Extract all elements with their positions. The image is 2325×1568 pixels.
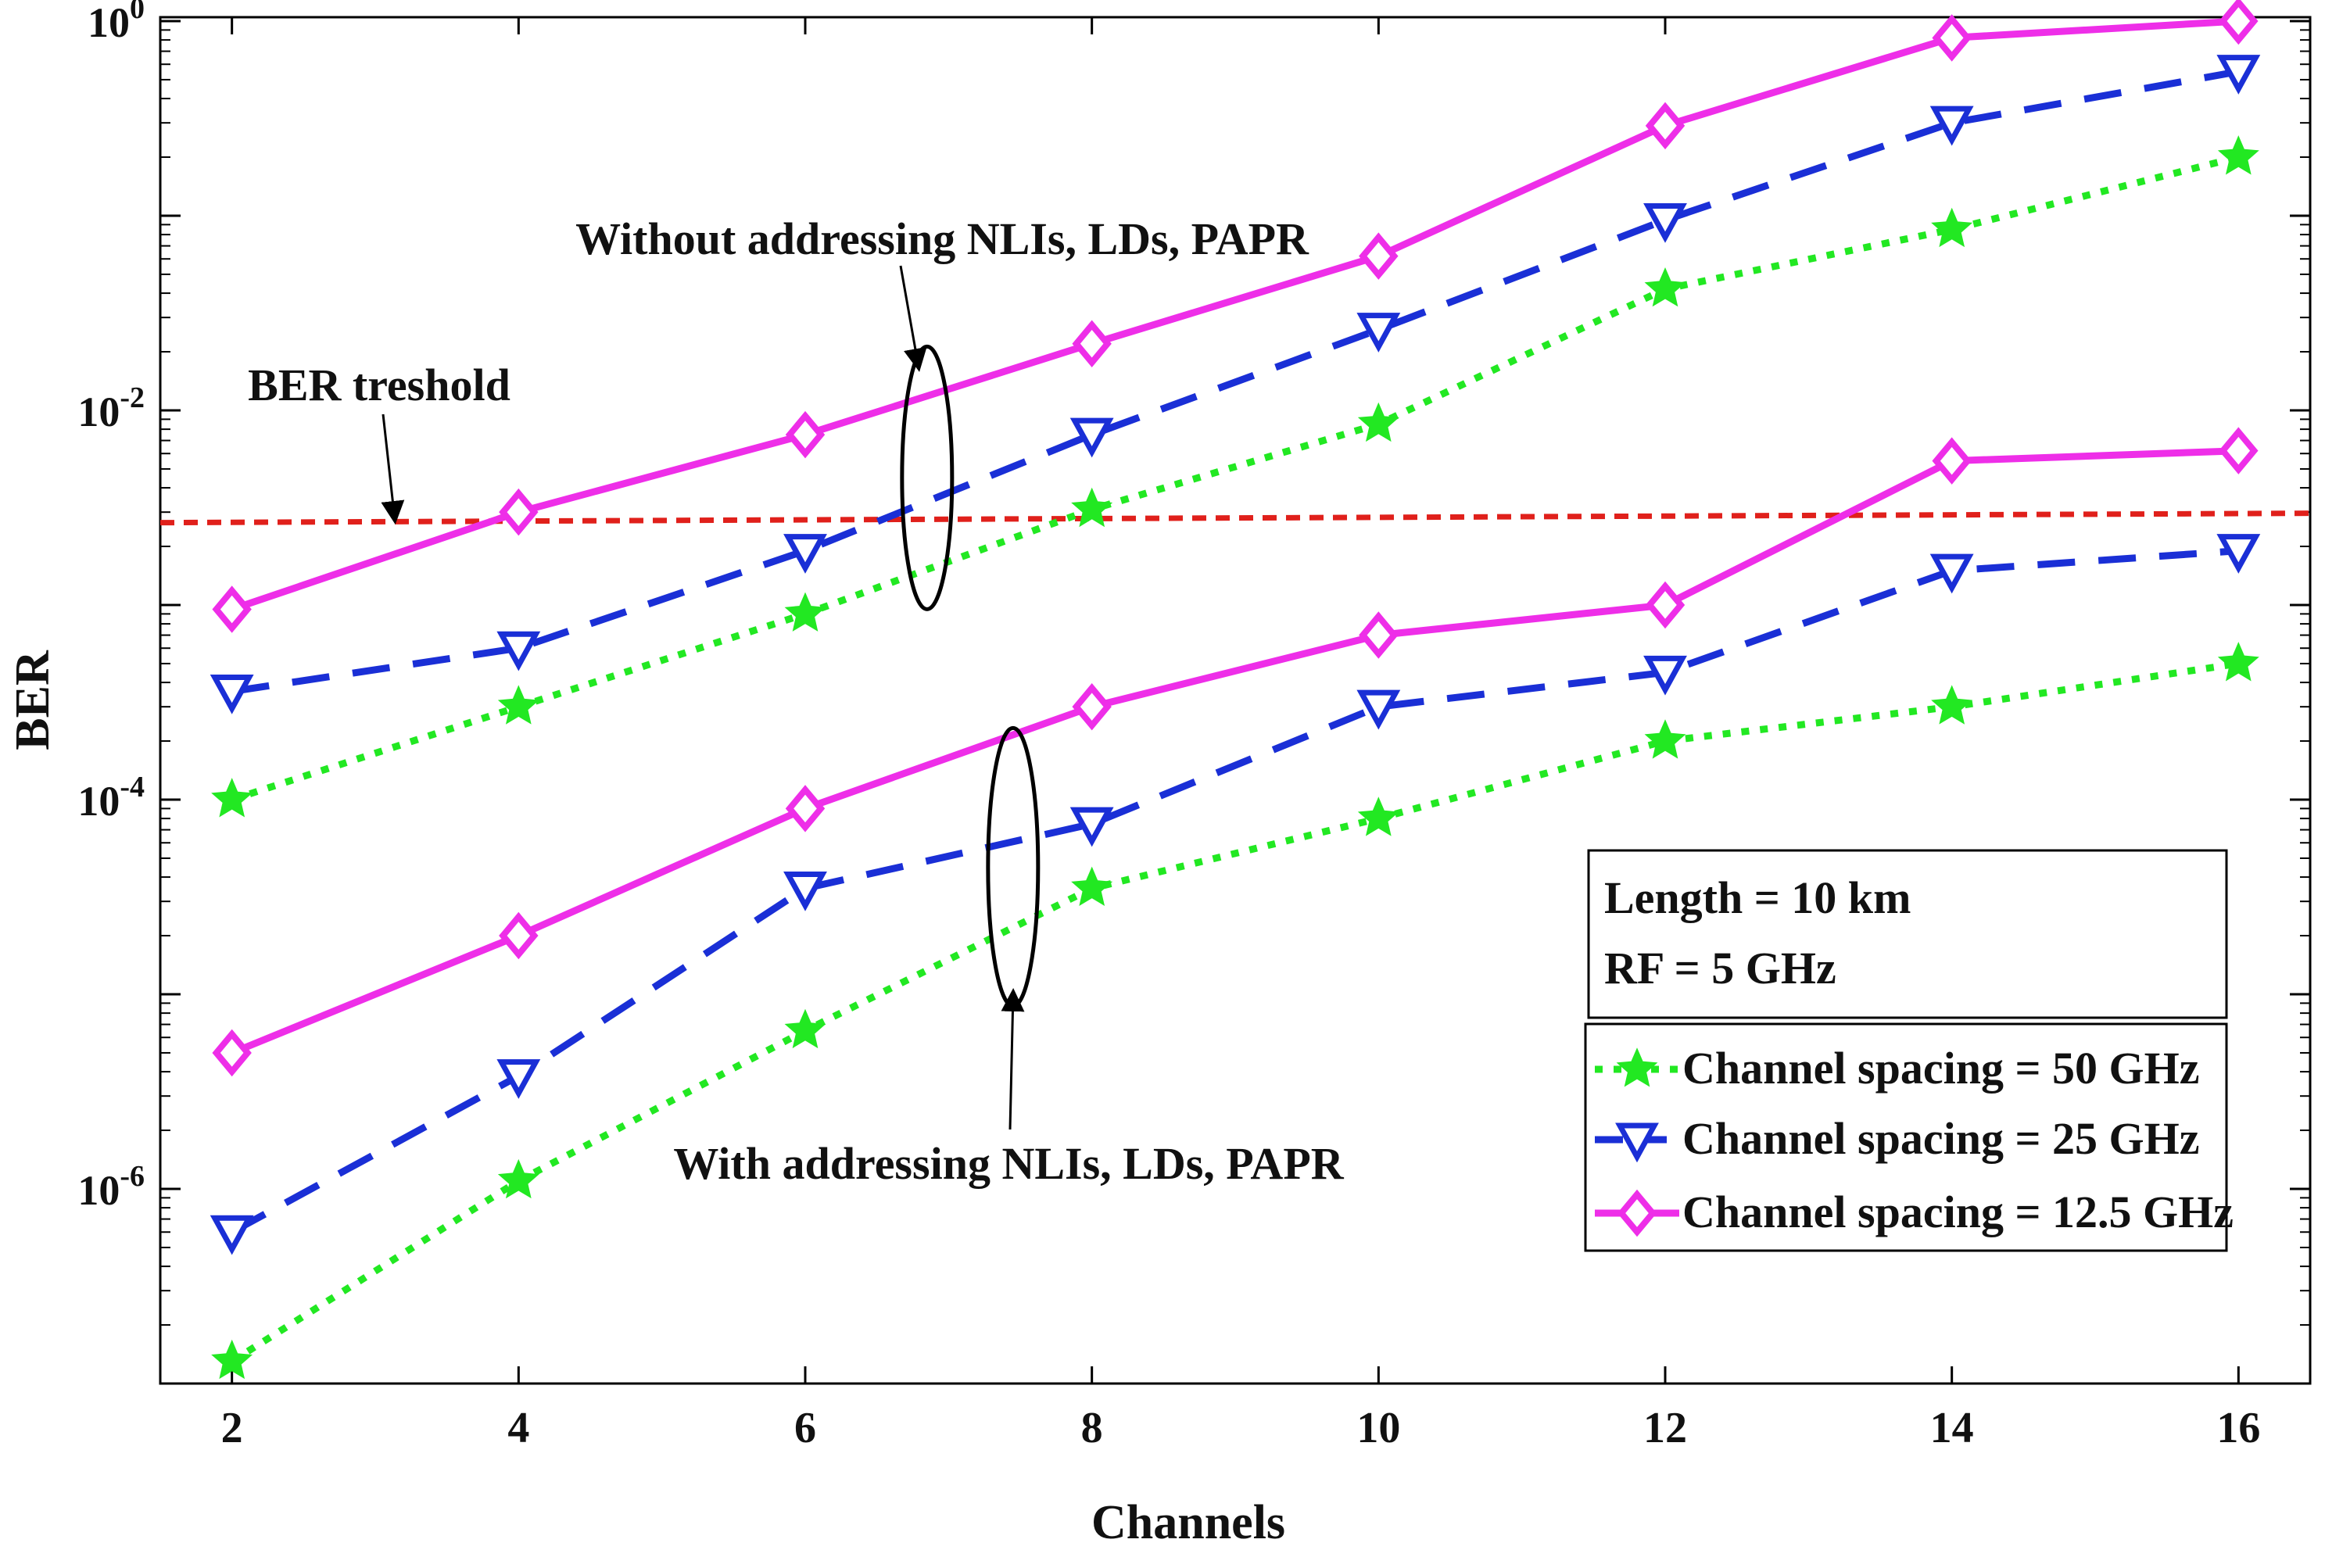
legend-label-12-5: Channel spacing = 12.5 GHz bbox=[1682, 1187, 2234, 1237]
data-point bbox=[783, 872, 827, 911]
data-point bbox=[1929, 553, 1974, 594]
ellipse-without bbox=[900, 344, 955, 611]
data-point bbox=[212, 1029, 252, 1077]
data-point bbox=[1069, 807, 1114, 847]
data-point bbox=[1643, 655, 1687, 696]
data-point bbox=[1072, 320, 1112, 367]
data-point bbox=[1643, 203, 1687, 243]
arrow-with bbox=[1001, 988, 1025, 1130]
data-point bbox=[1356, 689, 1401, 730]
data-point bbox=[784, 1008, 826, 1049]
data-point bbox=[210, 1215, 254, 1255]
series-without-50 bbox=[211, 135, 2259, 818]
series-line bbox=[231, 68, 2240, 695]
data-point bbox=[497, 1158, 539, 1199]
series-layer bbox=[210, 0, 2261, 1380]
data-point bbox=[496, 1059, 541, 1099]
annotation-with: With addressing NLIs, LDs, PAPR bbox=[673, 1138, 1344, 1189]
data-point bbox=[1071, 487, 1113, 528]
annotation-without: Without addressing NLIs, LDs, PAPR bbox=[575, 213, 1309, 264]
data-point bbox=[2216, 534, 2261, 574]
series-line bbox=[230, 547, 2239, 1236]
data-point bbox=[2219, 427, 2259, 474]
y-tick-label: 10-2 bbox=[77, 381, 145, 435]
legend-label-25: Channel spacing = 25 GHz bbox=[1682, 1113, 2199, 1164]
series-line bbox=[230, 660, 2239, 1365]
data-point bbox=[2219, 0, 2259, 45]
series-with-25 bbox=[210, 534, 2261, 1255]
info-box: Length = 10 km RF = 5 GHz bbox=[1587, 849, 2228, 1019]
legend-swatch-marker bbox=[1616, 1047, 1658, 1087]
legend-label-50: Channel spacing = 50 GHz bbox=[1682, 1043, 2199, 1094]
data-point bbox=[211, 1339, 253, 1380]
data-point bbox=[785, 410, 826, 459]
arrow-without bbox=[899, 265, 927, 372]
data-point bbox=[1932, 437, 1972, 485]
x-tick-label: 6 bbox=[794, 1404, 816, 1452]
y-tick-label: 10-6 bbox=[77, 1160, 145, 1214]
data-point bbox=[2217, 135, 2259, 175]
info-rf: RF = 5 GHz bbox=[1604, 943, 1836, 993]
legend-swatch-marker bbox=[1617, 1189, 1657, 1237]
annotation-layer: Without addressing NLIs, LDs, PAPR With … bbox=[248, 213, 1345, 1189]
data-point bbox=[1071, 866, 1113, 906]
info-length: Length = 10 km bbox=[1604, 872, 1911, 923]
data-point bbox=[496, 631, 541, 671]
data-point bbox=[210, 674, 254, 714]
y-tick-label: 10-4 bbox=[77, 771, 145, 825]
arrow-threshold bbox=[381, 413, 405, 524]
data-point bbox=[785, 785, 826, 832]
x-tick-label: 8 bbox=[1081, 1404, 1103, 1452]
ellipse-with bbox=[986, 725, 1041, 1008]
x-tick-label: 4 bbox=[507, 1404, 529, 1452]
series-line bbox=[230, 447, 2239, 1057]
data-point bbox=[1931, 685, 1973, 725]
data-point bbox=[783, 534, 827, 574]
data-point bbox=[1931, 207, 1973, 248]
x-tick-label: 2 bbox=[221, 1404, 243, 1452]
y-tick-label: 100 bbox=[88, 0, 145, 46]
data-point bbox=[499, 911, 539, 960]
data-point bbox=[211, 778, 253, 818]
series-with-50 bbox=[211, 642, 2259, 1380]
data-point bbox=[1644, 719, 1686, 759]
data-point bbox=[1644, 267, 1686, 307]
series-with-12-5 bbox=[212, 427, 2259, 1077]
data-point bbox=[212, 585, 252, 633]
x-tick-label: 10 bbox=[1356, 1404, 1400, 1452]
legend: Channel spacing = 50 GHz Channel spacing… bbox=[1584, 1022, 2234, 1252]
x-tick-label: 16 bbox=[2216, 1404, 2260, 1452]
data-point bbox=[2217, 642, 2259, 682]
data-point bbox=[1357, 797, 1399, 836]
data-point bbox=[1357, 402, 1399, 442]
data-point bbox=[1356, 313, 1401, 353]
y-axis-title: BER bbox=[6, 650, 59, 750]
legend-swatch-marker bbox=[1615, 1122, 1659, 1163]
data-point bbox=[1645, 581, 1686, 629]
series-line bbox=[231, 153, 2240, 804]
x-axis-title: Channels bbox=[1091, 1496, 1285, 1549]
data-point bbox=[499, 488, 539, 536]
data-point bbox=[497, 685, 539, 725]
data-point bbox=[1929, 106, 1974, 146]
data-point bbox=[1359, 611, 1399, 659]
plot-frame bbox=[159, 16, 2312, 1385]
x-tick-label: 14 bbox=[1930, 1404, 1974, 1452]
data-point bbox=[2216, 55, 2261, 95]
x-tick-label: 12 bbox=[1643, 1404, 1687, 1452]
data-point bbox=[1932, 14, 1972, 62]
series-without-25 bbox=[210, 55, 2261, 714]
data-point bbox=[1072, 682, 1112, 731]
data-point bbox=[1645, 102, 1686, 150]
threshold-label: BER treshold bbox=[248, 360, 510, 410]
data-point bbox=[784, 592, 826, 632]
series-line bbox=[231, 17, 2239, 613]
data-point bbox=[1359, 232, 1399, 280]
series-without-12-5 bbox=[212, 0, 2259, 633]
data-point bbox=[1069, 417, 1114, 458]
